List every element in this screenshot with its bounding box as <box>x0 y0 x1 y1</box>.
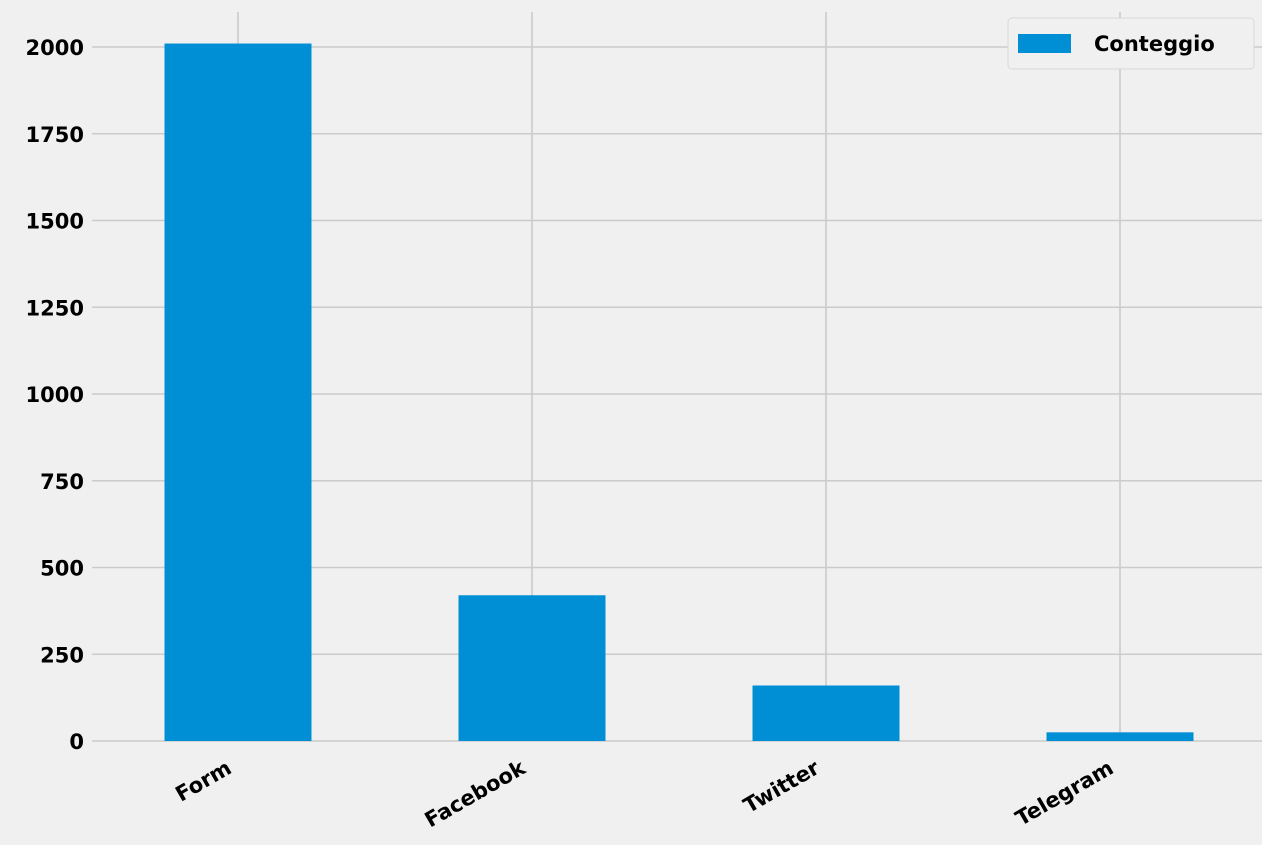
y-tick-label: 1750 <box>26 123 84 147</box>
y-tick-label: 1250 <box>26 296 84 320</box>
y-tick-label: 1000 <box>26 383 84 407</box>
y-tick-label: 750 <box>40 470 84 494</box>
bar-telegram <box>1046 732 1194 741</box>
y-tick-label: 2000 <box>26 36 84 60</box>
y-tick-label: 250 <box>40 643 84 667</box>
legend-frame <box>1007 17 1255 70</box>
legend-swatch <box>1018 34 1071 53</box>
y-tick-label: 0 <box>69 730 84 754</box>
legend: Conteggio <box>1007 17 1255 70</box>
bar-facebook <box>458 595 606 741</box>
y-tick-label: 500 <box>40 557 84 581</box>
y-axis-ticks: 0 250 500 750 1000 1250 1500 1750 2000 <box>26 36 84 754</box>
bar-twitter <box>752 685 900 741</box>
bars <box>164 43 1194 741</box>
legend-label: Conteggio <box>1094 32 1215 56</box>
y-tick-label: 1500 <box>26 210 84 234</box>
bar-form <box>164 43 312 741</box>
